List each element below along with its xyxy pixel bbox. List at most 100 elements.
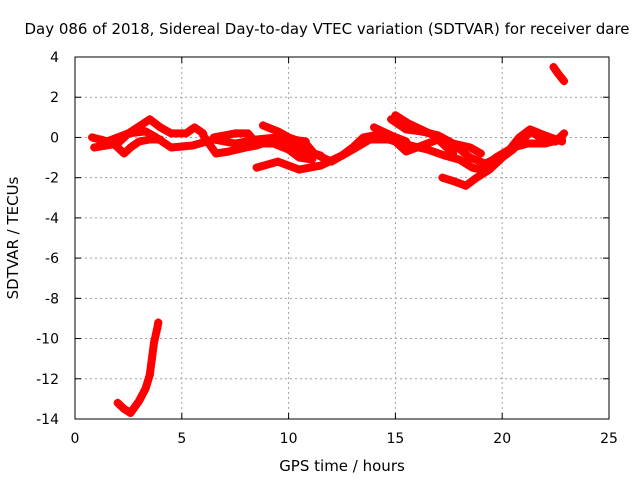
data-point: [540, 139, 549, 148]
data-point: [145, 370, 154, 379]
data-point: [370, 131, 379, 140]
data-point: [370, 123, 379, 132]
data-point: [252, 163, 261, 172]
y-tick-label: -12: [36, 372, 59, 388]
series-lines: [88, 63, 569, 417]
data-point: [365, 135, 374, 144]
data-point: [269, 139, 278, 148]
data-point: [109, 139, 118, 148]
data-point: [113, 398, 122, 407]
data-point: [126, 143, 135, 152]
data-point: [199, 131, 208, 140]
y-tick-label: -8: [45, 291, 59, 307]
y-tick-label: 2: [50, 90, 59, 106]
data-point: [404, 119, 413, 128]
axis-ticks: [74, 56, 610, 420]
data-point: [252, 139, 261, 148]
data-point: [402, 137, 411, 146]
data-point: [135, 137, 144, 146]
data-point: [209, 133, 218, 142]
data-point: [438, 173, 447, 182]
data-point: [211, 149, 220, 158]
data-point: [359, 133, 368, 142]
y-tick-label: -2: [45, 171, 59, 187]
data-point: [295, 145, 304, 154]
data-point: [391, 137, 400, 146]
data-point: [244, 129, 253, 138]
data-point: [103, 137, 112, 146]
data-point: [536, 133, 545, 142]
data-point: [540, 131, 549, 140]
data-point: [316, 161, 325, 170]
data-point: [284, 145, 293, 154]
x-axis-label: GPS time / hours: [279, 457, 405, 475]
data-point: [301, 139, 310, 148]
data-point: [182, 129, 191, 138]
data-point: [90, 143, 99, 152]
data-point: [188, 141, 197, 150]
data-point: [485, 165, 494, 174]
data-point: [434, 131, 443, 140]
data-point: [451, 177, 460, 186]
data-point: [549, 63, 558, 72]
data-point: [387, 115, 396, 124]
data-point: [515, 133, 524, 142]
data-point: [126, 408, 135, 417]
data-point: [273, 127, 282, 136]
data-point: [150, 338, 159, 347]
data-point: [348, 143, 357, 152]
data-point: [167, 143, 176, 152]
series-track-m: [549, 63, 569, 86]
data-point: [498, 153, 507, 162]
data-point: [96, 135, 105, 144]
data-point: [402, 125, 411, 134]
tick-labels: 0 5 10 15 20 25 -14 -12 -10 -8 -6 -4 -2 0 2 4: [36, 50, 618, 447]
data-point: [327, 157, 336, 166]
x-tick-label: 0: [71, 431, 80, 447]
data-point: [387, 131, 396, 140]
data-point: [263, 137, 272, 146]
data-point: [154, 318, 163, 327]
x-tick-label: 20: [493, 431, 511, 447]
data-point: [316, 151, 325, 160]
data-point: [231, 139, 240, 148]
plot-frame: [74, 56, 610, 420]
x-tick-label: 25: [600, 431, 618, 447]
data-point: [224, 147, 233, 156]
data-point: [152, 133, 161, 142]
x-tick-label: 15: [386, 431, 404, 447]
data-point: [449, 149, 458, 158]
data-point: [167, 129, 176, 138]
data-point: [120, 404, 129, 413]
data-point: [338, 151, 346, 160]
data-point: [258, 121, 267, 130]
x-tick-label: 10: [280, 431, 298, 447]
data-point: [481, 159, 490, 168]
y-axis-label: SDTVAR / TECUs: [4, 176, 22, 299]
data-point: [231, 129, 240, 138]
data-point: [295, 153, 304, 162]
data-point: [273, 157, 282, 166]
data-point: [141, 127, 150, 136]
data-point: [476, 149, 485, 158]
data-point: [402, 147, 411, 156]
data-point: [508, 145, 517, 154]
data-point: [153, 324, 162, 333]
data-point: [145, 135, 154, 144]
data-point: [412, 143, 421, 152]
data-point: [525, 125, 534, 134]
series-track-n: [113, 318, 163, 417]
data-point: [135, 396, 144, 405]
data-point: [553, 69, 562, 78]
y-tick-label: -14: [36, 412, 59, 428]
data-point: [406, 141, 415, 150]
data-point: [391, 111, 400, 120]
data-point: [519, 135, 528, 144]
data-point: [120, 149, 129, 158]
data-point: [461, 181, 470, 190]
data-point: [502, 149, 511, 158]
data-point: [466, 143, 475, 152]
x-tick-label: 5: [177, 431, 186, 447]
y-tick-label: 4: [50, 50, 59, 66]
